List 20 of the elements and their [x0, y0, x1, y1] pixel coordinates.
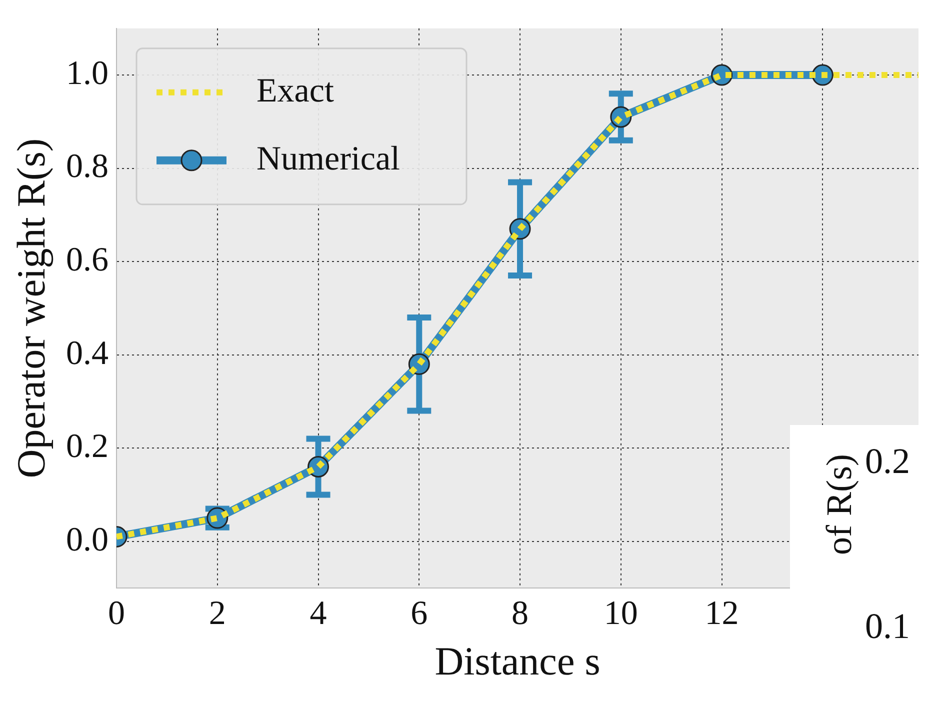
y-tick-label: 0.2	[66, 428, 108, 466]
y-tick-label: 0.0	[66, 521, 108, 558]
x-tick-label: 4	[310, 594, 327, 632]
legend-label: Exact	[256, 72, 334, 110]
x-tick-label: 0	[108, 594, 125, 632]
y-tick-label: 0.4	[66, 334, 108, 372]
legend-label: Numerical	[256, 140, 400, 178]
x-tick-label: 12	[704, 594, 739, 632]
x-tick-label: 2	[208, 594, 226, 632]
y-tick-label: 0.6	[66, 241, 108, 278]
text: 0.1	[865, 605, 910, 647]
y-tick-label: 1.0	[66, 54, 108, 92]
x-tick-label: 6	[410, 594, 428, 632]
y-axis-title: Operator weight R(s)	[8, 138, 54, 478]
y-tick-label: 0.8	[66, 148, 108, 186]
x-tick-label: 8	[512, 594, 529, 632]
annotation: 0.2	[865, 440, 910, 482]
x-axis-title: Distance s	[434, 638, 600, 684]
x-tick-label: 10	[604, 594, 638, 632]
text: of R(s)	[819, 454, 859, 555]
